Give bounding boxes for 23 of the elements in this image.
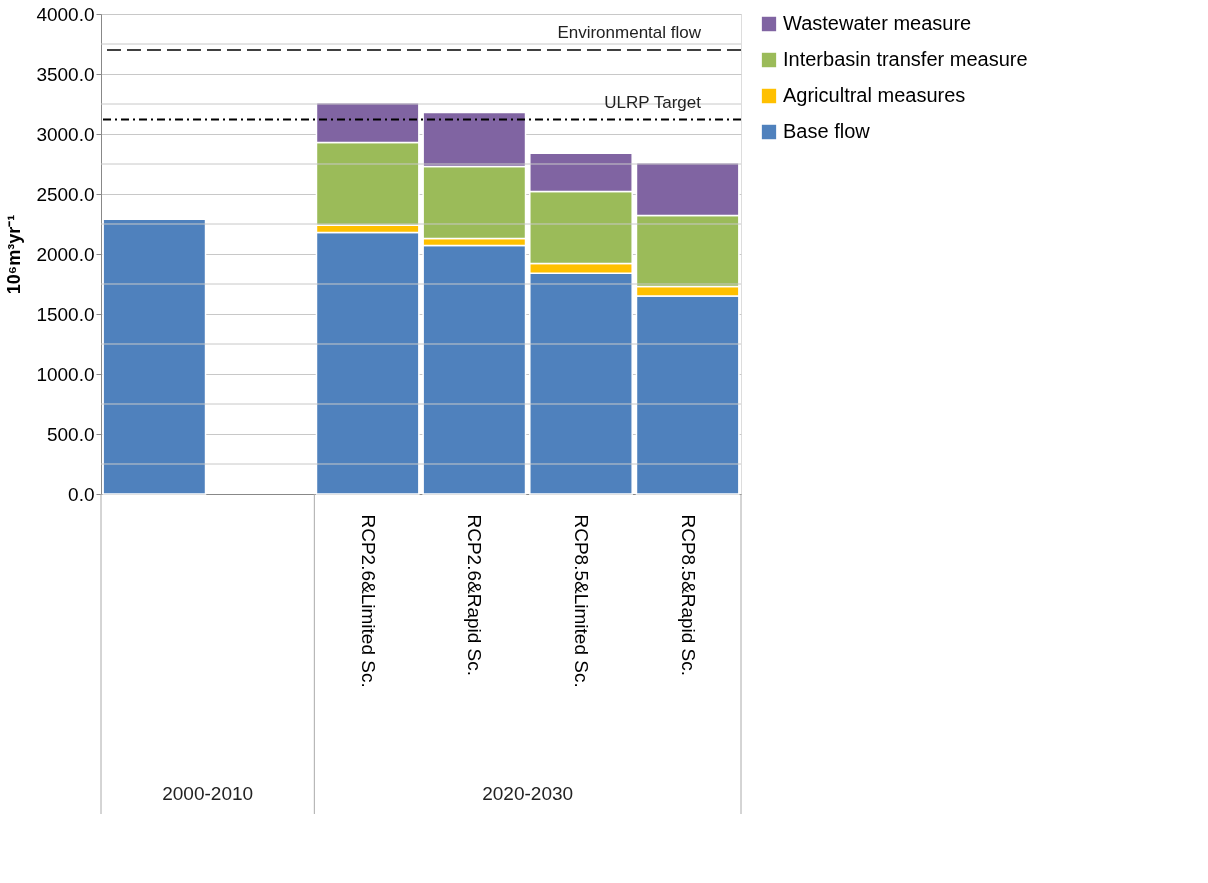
y-tick-label: 3000.0 <box>36 123 95 145</box>
legend-label: Interbasin transfer measure <box>783 48 1028 70</box>
x-tick-label: RCP8.5&Limited Sc. <box>571 514 592 688</box>
legend-label: Base flow <box>783 120 871 142</box>
y-tick-label: 4000.0 <box>36 3 95 25</box>
y-tick-label: 500.0 <box>46 423 95 445</box>
text: 2000-2010 <box>162 783 254 804</box>
ref-line-label: Environmental flow <box>557 23 702 42</box>
y-tick-label: 1000.0 <box>36 363 95 385</box>
text: 2020-2030 <box>482 783 574 804</box>
legend-label: Agricultral measures <box>783 84 966 106</box>
y-tick-label: 3500.0 <box>36 63 95 85</box>
x-tick-label: RCP2.6&Rapid Sc. <box>464 514 486 677</box>
ref-line-label: ULRP Target <box>604 92 702 112</box>
y-tick-label: 2500.0 <box>36 183 95 205</box>
y-axis-title: 10⁶m³yr⁻¹ <box>4 214 25 295</box>
bar <box>102 218 207 495</box>
legend-label: Wastewater measure <box>783 12 972 34</box>
x-tick-label: RCP8.5&Rapid Sc. <box>677 514 699 677</box>
y-tick-label: 2000.0 <box>36 243 95 265</box>
x-tick-label: RCP2.6&Limited Sc. <box>357 514 379 688</box>
y-tick-label: 1500.0 <box>36 303 95 325</box>
y-tick-label: 0.0 <box>68 483 95 505</box>
